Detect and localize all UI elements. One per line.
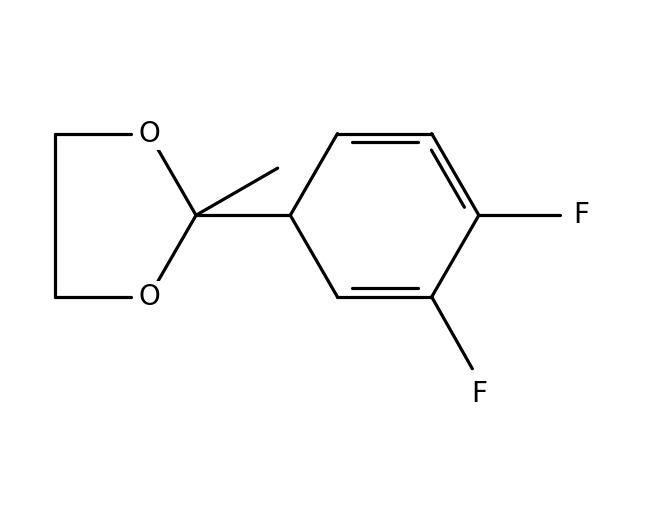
Text: O: O bbox=[138, 283, 160, 311]
Text: O: O bbox=[138, 120, 160, 148]
Text: F: F bbox=[573, 201, 589, 229]
Text: F: F bbox=[471, 380, 487, 408]
